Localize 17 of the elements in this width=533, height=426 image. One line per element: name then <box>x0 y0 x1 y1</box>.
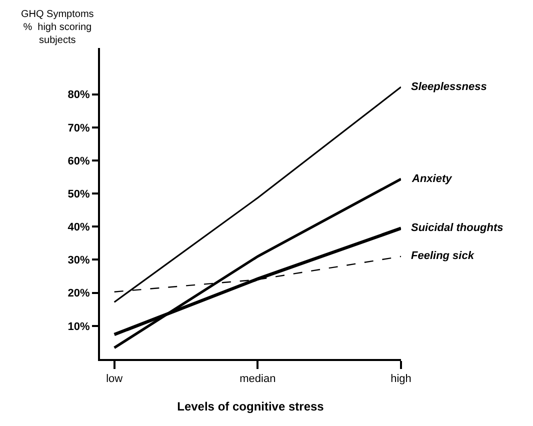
x-tick-label: high <box>390 373 412 386</box>
y-tick-label: 10% <box>68 320 90 333</box>
y-tick-label: 30% <box>68 254 90 267</box>
series-label: Feeling sick <box>411 250 475 262</box>
y-tick-label: 20% <box>68 288 90 300</box>
series-label: Suicidal thoughts <box>411 222 504 234</box>
x-tick-label: median <box>240 373 276 386</box>
y-tick-label: 40% <box>68 222 90 234</box>
series-label: Sleeplessness <box>411 81 487 93</box>
y-axis-title: GHQ Symptoms % high scoring subjects <box>21 9 94 46</box>
y-tick-label: 60% <box>68 155 90 168</box>
x-tick-label: low <box>106 373 123 386</box>
y-tick-label: 70% <box>68 122 90 134</box>
x-axis-title: Levels of cognitive stress <box>177 400 324 414</box>
y-tick-label: 80% <box>68 89 90 102</box>
series-label: Anxiety <box>411 173 453 185</box>
y-tick-label: 50% <box>68 188 90 200</box>
